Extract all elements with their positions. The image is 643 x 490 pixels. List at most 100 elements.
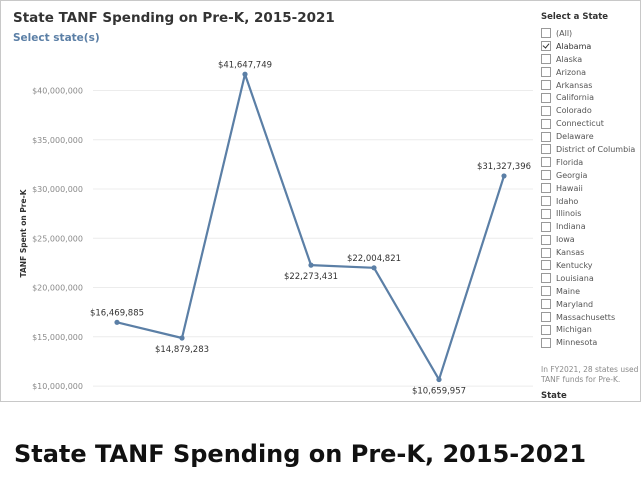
y-tick-label: $20,000,000 <box>32 284 83 293</box>
data-point[interactable] <box>308 262 314 268</box>
checkbox-icon[interactable] <box>541 80 551 90</box>
state-option-label: Alabama <box>556 41 592 51</box>
data-label: $22,004,821 <box>347 254 401 264</box>
state-option-label: Georgia <box>556 170 588 180</box>
state-option[interactable]: Kentucky <box>541 259 641 272</box>
data-point[interactable] <box>436 376 442 383</box>
checkbox-icon[interactable] <box>541 337 551 348</box>
state-option[interactable]: Arizona <box>541 66 641 79</box>
state-option[interactable]: District of Columbia <box>541 143 641 156</box>
checkbox-icon[interactable] <box>541 170 551 181</box>
y-tick-label: $40,000,000 <box>32 86 83 95</box>
state-option-label: Michigan <box>556 325 592 335</box>
y-tick-label: $35,000,000 <box>32 136 83 145</box>
state-option[interactable]: Georgia <box>541 169 641 182</box>
checkbox-icon[interactable] <box>541 183 551 194</box>
data-point[interactable] <box>242 71 248 77</box>
checkbox-icon[interactable] <box>541 118 551 129</box>
state-option[interactable]: Massachusetts <box>541 311 641 324</box>
state-checkbox-list: (All) Alabama Alaska Arizona Arkansas Califor… <box>541 27 641 349</box>
checkbox-icon[interactable] <box>541 144 551 155</box>
series-line <box>116 73 506 381</box>
figure-caption: State TANF Spending on Pre-K, 2015-2021 <box>13 440 587 468</box>
state-option-label: Maine <box>556 286 581 296</box>
checkbox-icon[interactable] <box>541 260 551 271</box>
checkbox-icon[interactable] <box>541 299 551 310</box>
data-point[interactable] <box>371 265 377 271</box>
checkbox-icon[interactable] <box>541 105 551 116</box>
state-option[interactable]: Arkansas <box>541 79 641 92</box>
state-option-label: Illinois <box>556 209 582 219</box>
data-point[interactable] <box>114 319 120 325</box>
checkbox-icon[interactable] <box>541 92 551 103</box>
state-option[interactable]: Kansas <box>541 246 641 259</box>
state-option-label: Delaware <box>556 132 594 142</box>
state-option-label: Kansas <box>556 248 585 258</box>
state-option[interactable]: Maine <box>541 285 641 298</box>
state-option-label: Iowa <box>556 235 575 245</box>
checkbox-icon[interactable] <box>541 54 551 65</box>
state-option[interactable]: Connecticut <box>541 117 641 130</box>
state-option[interactable]: Maryland <box>541 298 641 311</box>
checkbox-icon[interactable] <box>541 28 551 39</box>
checkbox-icon[interactable] <box>541 247 551 258</box>
y-tick-label: $30,000,000 <box>32 185 83 194</box>
checkbox-icon[interactable] <box>541 273 551 284</box>
state-option-label: Colorado <box>556 106 592 116</box>
state-option-label: Louisiana <box>556 273 594 283</box>
state-option-label: Kentucky <box>556 260 593 270</box>
state-option-label: California <box>556 93 594 103</box>
state-option[interactable]: Iowa <box>541 233 641 246</box>
y-axis-ticks: $10,000,000 $15,000,000 $20,000,000 $25,000… <box>32 86 83 391</box>
checkbox-icon[interactable] <box>541 196 551 207</box>
checkbox-icon[interactable] <box>541 41 551 52</box>
state-option[interactable]: Minnesota <box>541 336 641 349</box>
state-option[interactable]: Illinois <box>541 207 641 220</box>
checkbox-icon[interactable] <box>541 131 551 142</box>
y-tick-label: $15,000,000 <box>32 333 83 342</box>
filter-title: Select a State <box>541 12 609 22</box>
state-option[interactable]: Delaware <box>541 130 641 143</box>
checkbox-icon[interactable] <box>541 67 551 78</box>
data-label: $10,659,957 <box>412 387 466 397</box>
checkbox-icon[interactable] <box>541 208 551 219</box>
legend-state-label: State <box>541 391 567 401</box>
state-option[interactable]: Florida <box>541 156 641 169</box>
state-filter: Select a State (All) Alabama Alaska Arizona… <box>541 12 641 349</box>
state-option[interactable]: Indiana <box>541 220 641 233</box>
state-option[interactable]: Idaho <box>541 195 641 208</box>
state-option[interactable]: (All) <box>541 27 641 40</box>
dashboard-frame: State TANF Spending on Pre-K, 2015-2021 … <box>0 0 641 402</box>
state-option-label: Alaska <box>556 54 583 64</box>
state-option-label: Indiana <box>556 222 586 232</box>
state-option[interactable]: Colorado <box>541 104 641 117</box>
state-option[interactable]: Louisiana <box>541 272 641 285</box>
data-point[interactable] <box>179 335 185 341</box>
state-option-label: Hawaii <box>556 183 583 193</box>
state-option-label: Massachusetts <box>556 312 616 322</box>
state-option[interactable]: Alaska <box>541 53 641 66</box>
state-option-label: Arizona <box>556 67 587 77</box>
state-option[interactable]: Alabama <box>541 40 641 53</box>
state-option-label: Arkansas <box>556 80 593 90</box>
state-option[interactable]: Michigan <box>541 323 641 336</box>
data-label: $14,879,283 <box>155 345 209 355</box>
data-label-layer: $16,469,885 $14,879,283 $41,647,749 $22,273… <box>90 60 531 396</box>
checkbox-icon[interactable] <box>541 234 551 245</box>
checkbox-icon[interactable] <box>541 324 551 335</box>
data-label: $31,327,396 <box>477 162 531 172</box>
data-point[interactable] <box>501 173 507 179</box>
select-states-link[interactable]: Select state(s) <box>13 32 100 44</box>
state-option-label: Florida <box>556 157 584 167</box>
y-tick-label: $10,000,000 <box>32 382 83 391</box>
state-option[interactable]: Hawaii <box>541 182 641 195</box>
checkbox-icon[interactable] <box>541 286 551 297</box>
state-option-label: (All) <box>556 28 573 38</box>
state-option[interactable]: California <box>541 91 641 104</box>
checkbox-icon[interactable] <box>541 312 551 323</box>
checkbox-icon[interactable] <box>541 221 551 232</box>
chart-title: State TANF Spending on Pre-K, 2015-2021 <box>13 10 335 26</box>
checkbox-icon[interactable] <box>541 157 551 168</box>
state-option-label: Minnesota <box>556 338 598 348</box>
y-axis-label: TANF Spent on Pre-K <box>19 188 28 277</box>
